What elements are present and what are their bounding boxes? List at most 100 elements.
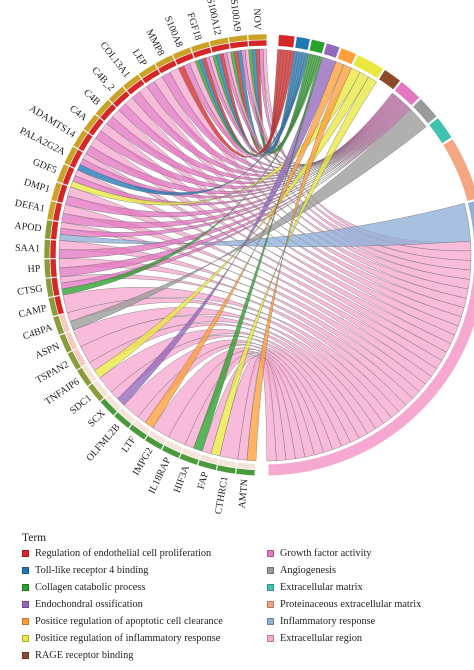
term-segment <box>427 116 453 145</box>
gene-label: MMP8 <box>143 28 166 58</box>
gene-cell <box>192 46 213 59</box>
gene-label: HP <box>27 263 41 275</box>
legend-item: Extracellular matrix <box>267 581 457 594</box>
gene-cell <box>56 183 69 204</box>
legend-swatch <box>22 618 29 625</box>
gene-cell <box>72 347 88 368</box>
chord-ribbon <box>58 106 409 259</box>
gene-cell <box>163 439 184 454</box>
legend-item: Toll-like receptor 4 binding <box>22 564 267 577</box>
gene-label: SCX <box>86 407 108 429</box>
gene-label: C4B_2 <box>89 65 116 93</box>
gene-cell <box>141 68 161 85</box>
chord-ribbon <box>59 106 410 278</box>
legend-swatch <box>267 601 274 608</box>
term-segment <box>308 38 327 55</box>
gene-cell <box>64 330 79 351</box>
chord-ribbon <box>193 56 323 452</box>
legend-item: Positice regulation of inflammatory resp… <box>22 632 267 645</box>
gene-label: IMPG2 <box>131 446 156 477</box>
term-segment <box>466 200 474 241</box>
chord-diagram: NOVS100A9S100A12FGF18S100A8MMP8LEPCOL13A… <box>14 0 474 515</box>
legend: Term Regulation of endothelial cell prol… <box>22 532 462 666</box>
term-segment <box>393 80 421 107</box>
legend-swatch <box>267 584 274 591</box>
gene-cell <box>58 313 71 334</box>
gene-cell <box>131 419 152 436</box>
legend-item: Angiogenesis <box>267 564 457 577</box>
term-segment <box>322 42 341 60</box>
gene-cell <box>49 239 57 259</box>
gene-label: GDF5 <box>31 157 58 177</box>
legend-label: Collagen catabolic process <box>35 582 146 593</box>
chord-ribbon <box>106 99 402 185</box>
legend-item: Growth factor activity <box>267 547 457 560</box>
gene-cell <box>199 453 219 465</box>
legend-swatch <box>22 601 29 608</box>
chord-ribbon <box>69 108 427 331</box>
legend-item: RAGE receptor binding <box>22 649 267 662</box>
gene-label: CTHRC1 <box>213 475 231 515</box>
legend-item: Positice regulation of apoptotic cell cl… <box>22 615 267 628</box>
gene-cell <box>217 458 238 469</box>
chord-ribbon <box>65 103 407 218</box>
gene-cell <box>248 39 268 47</box>
gene-label: CAMP <box>18 303 49 321</box>
gene-cell <box>117 406 137 425</box>
gene-label: S100A9 <box>228 0 243 32</box>
gene-cell <box>53 295 65 316</box>
gene-label: FAP <box>196 470 211 490</box>
gene-cell <box>126 78 146 96</box>
gene-cell <box>236 461 256 471</box>
legend-item: Extracellular region <box>267 632 457 645</box>
chord-ribbon <box>61 104 408 229</box>
term-segment <box>336 46 358 66</box>
legend-swatch <box>22 652 29 659</box>
chord-ribbon <box>77 52 309 196</box>
gene-label: IL18RAP <box>147 455 174 495</box>
legend-item: Endochondral ossification <box>22 598 267 611</box>
chord-ribbon <box>61 55 321 296</box>
gene-cell <box>52 201 63 222</box>
legend-title: Term <box>22 532 47 544</box>
gene-label: CTSG <box>16 283 43 298</box>
legend-swatch <box>22 550 29 557</box>
gene-cell <box>77 132 94 153</box>
chord-ribbons <box>58 48 472 462</box>
chord-ribbon <box>59 105 408 237</box>
gene-label: TSPAN2 <box>34 359 71 386</box>
gene-label: C4BPA <box>22 322 55 342</box>
legend-label: Positice regulation of inflammatory resp… <box>35 633 221 644</box>
legend-label: Inflammatory response <box>280 616 376 627</box>
legend-swatch <box>22 567 29 574</box>
term-segment <box>277 33 296 49</box>
term-segment <box>377 68 402 91</box>
gene-cell <box>210 42 231 54</box>
term-segments <box>267 33 474 477</box>
legend-swatch <box>267 635 274 642</box>
gene-label: SDC1 <box>68 393 94 417</box>
gene-cell <box>87 117 105 137</box>
gene-label: NOV <box>251 8 263 31</box>
gene-label: SAA1 <box>15 243 40 255</box>
gene-label: S100A12 <box>204 0 223 36</box>
chord-ribbon <box>95 100 403 189</box>
chord-ribbon <box>161 71 399 172</box>
legend-label: Extracellular region <box>280 633 363 644</box>
term-segment <box>441 137 474 203</box>
gene-label: DEFA1 <box>14 198 46 215</box>
term-segment <box>411 97 438 125</box>
chord-ribbon <box>222 52 396 166</box>
gene-cell <box>92 379 110 399</box>
gene-label: FGF18 <box>185 11 204 41</box>
legend-item: Regulation of endothelial cell prolifera… <box>22 547 267 560</box>
chord-ribbon <box>244 49 472 261</box>
chord-ribbon <box>85 101 404 195</box>
gene-segment <box>43 239 51 259</box>
legend-label: Toll-like receptor 4 binding <box>35 565 149 576</box>
gene-cell <box>229 40 249 50</box>
chord-ribbon <box>246 64 352 461</box>
legend-item: Inflammatory response <box>267 615 457 628</box>
chord-ribbon <box>144 61 345 428</box>
legend-swatch <box>22 635 29 642</box>
